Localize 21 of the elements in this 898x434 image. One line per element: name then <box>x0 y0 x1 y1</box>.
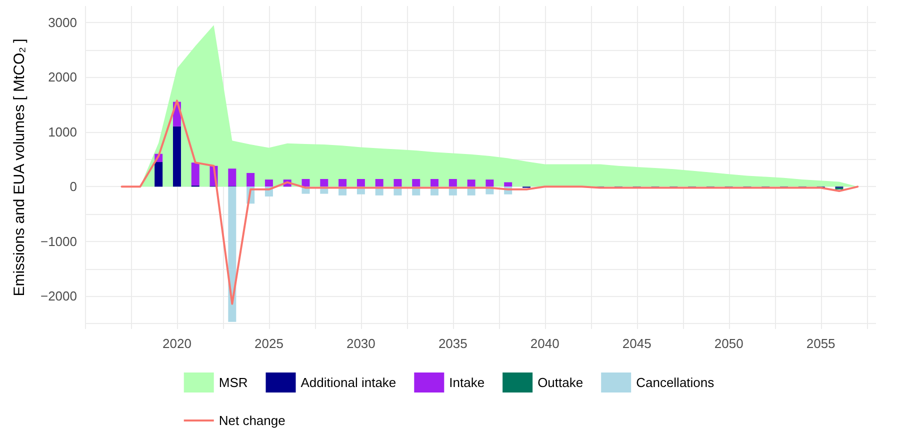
x-tick-label: 2050 <box>714 336 744 351</box>
legend-label: Intake <box>449 375 485 390</box>
x-tick-label: 2025 <box>254 336 284 351</box>
y-tick-label: 2000 <box>48 70 77 85</box>
x-tick-label: 2040 <box>530 336 560 351</box>
y-tick-label: 3000 <box>48 14 77 30</box>
x-tick-label: 2020 <box>162 336 192 351</box>
x-tick-label: 2030 <box>346 336 376 351</box>
y-tick-label: −1000 <box>40 234 77 249</box>
legend-label: Outtake <box>538 375 584 390</box>
x-tick-label: 2035 <box>438 336 468 351</box>
legend-label: Additional intake <box>300 375 396 390</box>
legend-label: Net change <box>218 413 286 428</box>
legend-label: Cancellations <box>636 375 715 390</box>
y-tick-label: 0 <box>70 179 77 194</box>
x-tick-label: 2055 <box>806 336 836 351</box>
y-tick-label: 1000 <box>48 124 77 140</box>
y-axis-title: Emissions and EUA volumes [ MtCO₂ ] <box>11 38 28 296</box>
x-tick-label: 2045 <box>622 336 652 351</box>
legend-label: MSR <box>218 375 248 390</box>
y-tick-label: −2000 <box>40 288 77 304</box>
